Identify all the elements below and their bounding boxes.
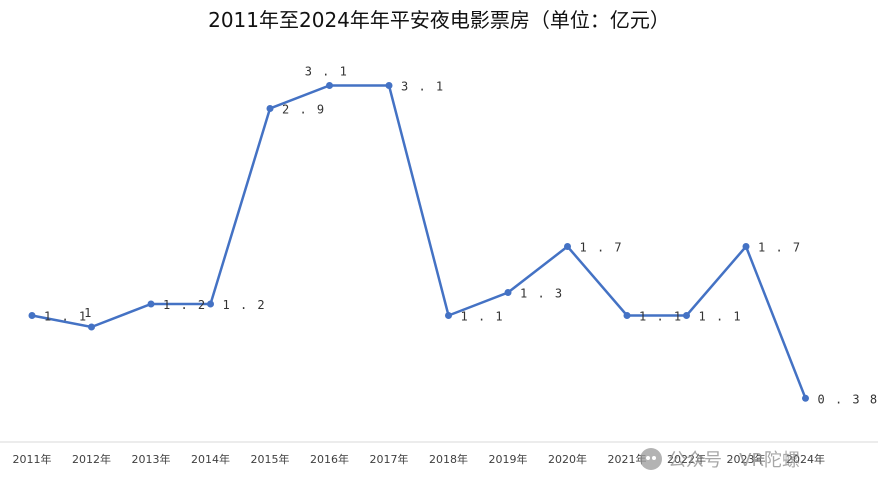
data-label: 1 . 1: [639, 310, 683, 324]
x-tick-label: 2016年: [310, 452, 349, 466]
data-label: 1 . 3: [520, 287, 564, 301]
data-label: 2 . 9: [282, 103, 326, 117]
x-tick-label: 2024年: [786, 452, 825, 466]
data-point: [802, 394, 809, 402]
x-tick-label: 2012年: [72, 452, 111, 466]
data-point: [623, 312, 631, 319]
watermark: 公众号 · VR陀螺: [640, 444, 800, 474]
data-label: 1 . 2: [223, 298, 267, 312]
data-label: 3 . 1: [401, 80, 445, 94]
data-point: [88, 323, 95, 331]
data-point: [207, 300, 214, 308]
data-label: 1 . 1: [461, 310, 505, 324]
series-line: [31, 84, 807, 399]
x-tick-label: 2013年: [132, 452, 171, 466]
data-point: [564, 243, 571, 250]
data-point: [266, 105, 274, 112]
x-tick-label: 2018年: [429, 452, 468, 466]
x-tick-label: 2021年: [608, 452, 647, 466]
data-point: [683, 312, 690, 319]
data-label: 1 . 1: [44, 310, 88, 324]
x-tick-label: 2017年: [370, 452, 409, 466]
data-label: 3 . 1: [305, 65, 349, 79]
chart-title: 2011年至2024年年平安夜电影票房（单位：亿元）: [208, 8, 670, 32]
data-label: 1: [84, 306, 93, 320]
x-tick-label: 2020年: [548, 452, 587, 466]
data-label: 1 . 2: [163, 298, 207, 312]
x-tick-label: 2022年: [667, 452, 706, 466]
data-point: [742, 243, 750, 250]
x-tick-label: 2014年: [191, 452, 230, 466]
x-tick-label: 2019年: [489, 452, 528, 466]
data-label: 1 . 7: [580, 241, 624, 255]
data-label: 0 . 3 8: [818, 392, 878, 406]
data-point: [504, 289, 512, 296]
x-tick-label: 2015年: [251, 452, 290, 466]
data-point: [147, 300, 155, 308]
data-label: 1 . 7: [758, 241, 802, 255]
x-tick-label: 2023年: [727, 452, 766, 466]
x-tick-label: 2011年: [13, 452, 52, 466]
data-point: [385, 82, 393, 89]
data-point: [445, 312, 452, 319]
data-point: [28, 312, 36, 319]
wechat-icon: [640, 448, 662, 470]
watermark-text: 公众号 · VR陀螺: [668, 450, 800, 471]
data-label: 1 . 1: [699, 310, 743, 324]
data-point: [326, 82, 333, 89]
